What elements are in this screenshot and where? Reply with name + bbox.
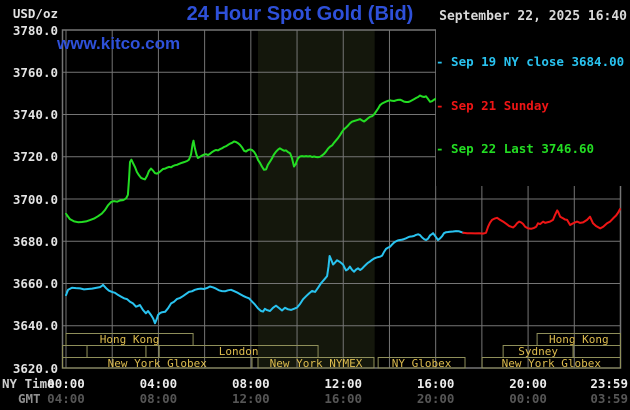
x-axis-ny-tick-2359: 23:59 bbox=[590, 375, 628, 391]
kitco-watermark-link[interactable]: www.kitco.com bbox=[57, 34, 181, 53]
x-axis-ny-tick-0800: 08:00 bbox=[232, 375, 270, 391]
x-axis-ny-time-caption: NY Time bbox=[2, 376, 55, 391]
session-box-ny-globex bbox=[377, 357, 466, 369]
y-axis-tick-3620: 3620.0 bbox=[12, 360, 58, 376]
x-axis-gmt-tick-0400: 04:00 bbox=[47, 390, 85, 406]
session-label-hong-kong: Hong Kong bbox=[549, 333, 609, 346]
y-axis-tick-3660: 3660.0 bbox=[12, 276, 58, 291]
x-axis-gmt-tick-0000: 00:00 bbox=[509, 390, 547, 406]
x-axis-ny-tick-0400: 04:00 bbox=[139, 375, 178, 391]
session-box-segment bbox=[572, 345, 621, 358]
x-axis-gmt-tick-1200: 12:00 bbox=[232, 390, 270, 406]
session-label-london: London bbox=[219, 345, 259, 358]
chart-datetime: September 22, 2025 16:40 bbox=[439, 9, 627, 24]
x-axis-gmt-tick-0800: 08:00 bbox=[139, 390, 178, 406]
price-line-sep-21-sunday bbox=[462, 208, 621, 235]
x-axis-ny-tick-1200: 12:00 bbox=[324, 375, 363, 391]
y-axis-units-label: USD/oz bbox=[12, 6, 58, 21]
x-axis-ny-tick-1600: 16:00 bbox=[416, 375, 455, 391]
session-label-new-york-nymex: New York NYMEX bbox=[270, 357, 363, 370]
session-label-new-york-globex: New York Globex bbox=[502, 357, 602, 370]
y-axis-tick-3640: 3640.0 bbox=[12, 318, 58, 334]
y-axis-tick-3680: 3680.0 bbox=[12, 233, 58, 249]
legend: - Sep 19 NY close 3684.00 - Sep 21 Sunda… bbox=[436, 26, 628, 186]
price-line-sep-22-last-3746-60 bbox=[65, 94, 453, 224]
session-box-segment bbox=[145, 345, 160, 358]
x-axis-gmt-tick-2000: 20:00 bbox=[416, 390, 455, 406]
legend-item-sep22-last: - Sep 22 Last 3746.60 bbox=[436, 141, 595, 156]
price-line-sep-19-ny-close-3684-00 bbox=[65, 230, 465, 325]
x-axis-gmt-tick-0359: 03:59 bbox=[590, 390, 628, 406]
y-axis-tick-3740: 3740.0 bbox=[12, 107, 58, 122]
legend-item-sep21-sunday: - Sep 21 Sunday bbox=[436, 97, 549, 113]
y-axis-tick-3700: 3700.0 bbox=[12, 191, 58, 207]
x-axis-gmt-tick-1600: 16:00 bbox=[324, 390, 363, 406]
session-label-ny-globex: NY Globex bbox=[392, 357, 452, 370]
session-box-segment bbox=[86, 345, 147, 358]
x-axis-gmt-caption: GMT bbox=[18, 391, 41, 406]
session-box-new-york-nymex bbox=[257, 357, 375, 369]
session-box-new-york-globex bbox=[481, 357, 621, 369]
y-axis-tick-3760: 3760.0 bbox=[12, 64, 58, 80]
session-label-new-york-globex: New York Globex bbox=[108, 357, 208, 370]
session-label-sydney: Sydney bbox=[518, 345, 558, 358]
x-axis-ny-tick-2000: 20:00 bbox=[509, 375, 547, 391]
session-label-hong-kong: Hong Kong bbox=[100, 333, 160, 346]
legend-item-sep19-close: - Sep 19 NY close 3684.00 bbox=[436, 54, 625, 69]
chart-title: 24 Hour Spot Gold (Bid) bbox=[186, 3, 414, 25]
y-axis-tick-3780: 3780.0 bbox=[12, 22, 58, 38]
session-box-new-york-globex bbox=[62, 357, 253, 369]
y-axis-tick-3720: 3720.0 bbox=[12, 149, 58, 165]
x-axis-ny-tick-0000: 00:00 bbox=[47, 375, 85, 391]
